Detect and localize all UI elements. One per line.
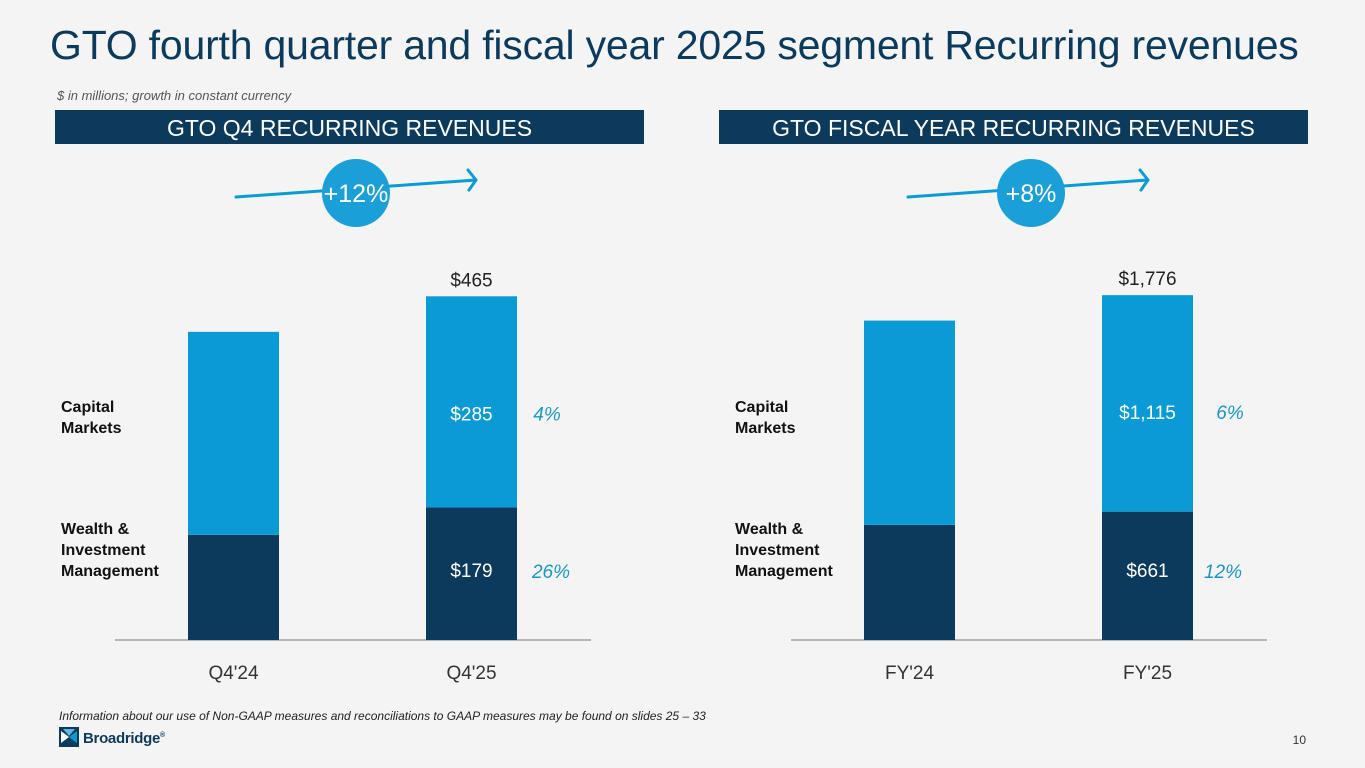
overall-growth-label: +8% [1006, 180, 1057, 208]
bar-capital-markets-FY25 [1102, 295, 1193, 512]
total-label: $465 [450, 270, 492, 291]
bar-wealth-Q425 [426, 507, 517, 640]
overall-growth-label: +12% [324, 180, 389, 208]
non-gaap-footnote: Information about our use of Non-GAAP me… [59, 709, 706, 723]
growth-arrowhead-icon [466, 168, 478, 192]
fy-recurring-chart: FY'24 $661 $1,115 $1,776 FY'25 12% 6% Wealth & I… [735, 159, 1267, 684]
fy-chart-banner: GTO FISCAL YEAR RECURRING REVENUES [719, 110, 1308, 144]
data-label: $179 [450, 561, 492, 582]
segment-growth-label: 6% [1216, 403, 1244, 424]
category-tick-label: FY'24 [885, 663, 934, 684]
data-label: $661 [1126, 561, 1168, 582]
broadridge-logo-text: Broadridge® [83, 730, 165, 747]
bar-capital-markets-FY24 [864, 320, 955, 525]
q4-chart-banner: GTO Q4 RECURRING REVENUES [55, 110, 644, 144]
growth-badge [322, 159, 390, 227]
segment-growth-label: 26% [531, 562, 570, 583]
data-label: $1,115 [1119, 403, 1176, 424]
bar-capital-markets-Q425 [426, 296, 517, 508]
segment-growth-label: 12% [1204, 562, 1242, 583]
growth-badge [997, 159, 1065, 227]
bar-wealth-FY25 [1102, 511, 1193, 640]
growth-arrowhead-icon [1138, 168, 1150, 192]
bar-wealth-FY24 [864, 524, 955, 640]
q4-recurring-chart: Q4'24 $179 $285 $465 Q4'25 26% 4% Wealth & Inves… [61, 159, 591, 684]
category-tick-label: Q4'24 [208, 663, 259, 684]
data-label: $285 [450, 404, 492, 425]
units-note: $ in millions; growth in constant curren… [57, 88, 292, 103]
slide-title: GTO fourth quarter and fiscal year 2025 … [50, 22, 1299, 68]
category-tick-label: FY'25 [1123, 663, 1172, 684]
bar-capital-markets-Q424 [188, 331, 279, 535]
legend-label: Wealth & Investment Management [735, 521, 833, 580]
page-number: 10 [1292, 733, 1306, 747]
category-tick-label: Q4'25 [446, 663, 496, 684]
bar-wealth-Q424 [188, 534, 279, 640]
legend-label: Wealth & Investment Management [61, 521, 159, 580]
legend-label: Capital Markets [61, 399, 122, 437]
legend-label: Capital Markets [735, 399, 796, 437]
total-label: $1,776 [1118, 269, 1176, 290]
segment-growth-label: 4% [533, 404, 561, 425]
broadridge-logo-icon [59, 727, 79, 747]
